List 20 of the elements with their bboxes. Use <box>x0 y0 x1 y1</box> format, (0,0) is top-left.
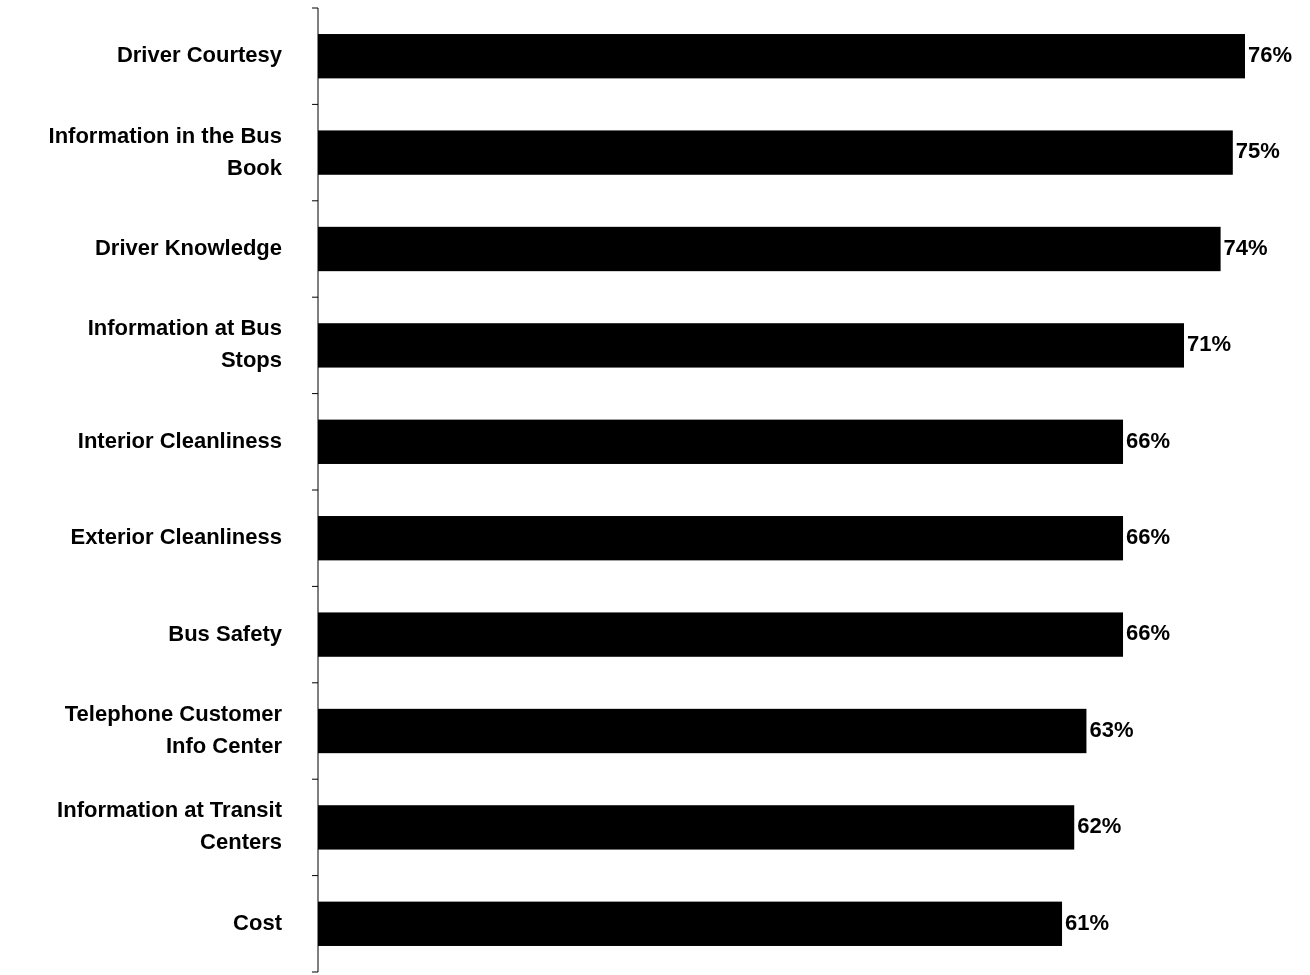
data-label: 76% <box>1248 42 1293 68</box>
y-tick-label: Bus Safety <box>168 620 283 646</box>
y-tick-label: Telephone Customer Info Center <box>64 700 283 758</box>
data-label: 61% <box>1065 909 1110 935</box>
data-label: 71% <box>1187 331 1232 357</box>
data-label: 66% <box>1126 620 1171 646</box>
y-tick-label: Cost <box>233 909 283 935</box>
data-label: 74% <box>1223 234 1268 260</box>
data-label: 66% <box>1126 524 1171 550</box>
y-tick-label: Information at Transit Centers <box>57 797 283 855</box>
data-label: 66% <box>1126 427 1171 453</box>
y-tick-label: Exterior Cleanliness <box>70 524 282 550</box>
data-label: 75% <box>1235 138 1280 164</box>
y-tick-label: Information in the Bus Book <box>48 122 283 180</box>
data-label: 62% <box>1077 813 1122 839</box>
y-tick-label: Driver Knowledge <box>94 234 282 260</box>
y-tick-label: Information at Bus Stops <box>87 315 282 373</box>
y-tick-label: Driver Courtesy <box>116 42 283 68</box>
data-label: 63% <box>1089 716 1134 742</box>
y-tick-label: Interior Cleanliness <box>77 427 282 453</box>
